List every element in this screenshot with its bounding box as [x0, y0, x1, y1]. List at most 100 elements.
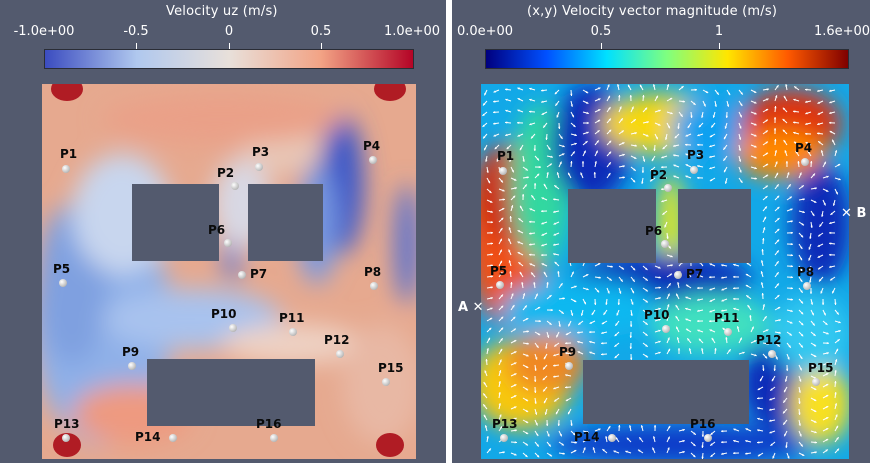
vector-arrowhead [645, 278, 648, 281]
vector-arrowhead [738, 148, 741, 151]
mag-probe-marker [690, 166, 698, 174]
vector-arrowhead [676, 293, 679, 297]
vector-arrowhead [620, 279, 623, 282]
vector-arrowhead [800, 333, 804, 337]
vector-arrowhead [613, 450, 616, 453]
vector-arrowhead [777, 295, 780, 298]
vector-arrowhead [697, 165, 700, 168]
vector-arrowhead [559, 161, 562, 165]
vector-arrowhead [667, 447, 670, 450]
vector-arrowhead [568, 411, 571, 415]
vector-arrowhead [499, 260, 502, 264]
vector-arrowhead [745, 452, 748, 455]
uz-corner-peak [53, 433, 81, 457]
vector-arrowhead [813, 333, 816, 336]
vector-arrowhead [832, 139, 835, 143]
vector-arrowhead [658, 297, 661, 300]
vector-arrowhead [517, 241, 520, 244]
vector-arrowhead [562, 452, 565, 455]
vector-arrowhead [536, 345, 539, 348]
vector-arrowhead [697, 298, 700, 301]
uz-velocity-panel: Velocity uz (m/s) -1.0e+00 -0.5 0 0.5 1.… [0, 0, 446, 463]
vector-arrowhead [746, 295, 749, 298]
vector-arrowhead [665, 137, 668, 140]
vector-arrowhead [775, 95, 778, 98]
vector-arrowhead [760, 378, 763, 382]
vector-arrowhead [829, 242, 832, 245]
vector-arrowhead [618, 425, 621, 428]
vector-arrowhead [529, 123, 532, 126]
vector-arrowhead [631, 106, 634, 109]
vector-arrowhead [818, 267, 821, 270]
vector-arrowhead [597, 119, 601, 123]
vector-arrowhead [548, 444, 551, 447]
vector-arrowhead [776, 85, 779, 88]
vector-arrowhead [733, 451, 736, 455]
vector-arrowhead [733, 439, 736, 443]
vector-arrowhead [711, 125, 714, 128]
vector-arrowhead [769, 431, 772, 434]
vector-arrowhead [580, 313, 584, 316]
vector-arrowhead [805, 142, 809, 145]
vector-arrowhead [574, 142, 577, 146]
vector-arrowhead [514, 406, 517, 409]
vector-arrowhead [591, 312, 594, 315]
vector-arrowhead [518, 218, 521, 221]
uz-corner-peak [51, 84, 83, 101]
vector-arrowhead [826, 175, 829, 178]
vector-arrowhead [693, 443, 696, 446]
vector-arrowhead [514, 362, 517, 365]
vector-arrowhead [510, 205, 514, 208]
vector-arrowhead [799, 379, 802, 382]
uz-tick-mark [229, 43, 230, 49]
vector-arrowhead [761, 293, 764, 296]
vector-arrowhead [645, 333, 648, 336]
vector-arrowhead [777, 344, 780, 347]
vector-arrowhead [835, 414, 838, 417]
vector-arrowhead [776, 261, 779, 264]
vector-arrowhead [740, 103, 743, 106]
vector-arrowhead [802, 198, 805, 201]
vector-arrowhead [790, 254, 793, 257]
mag-colorbar [485, 49, 849, 69]
vector-arrowhead [721, 299, 724, 302]
vector-arrowhead [489, 317, 493, 321]
vector-arrowhead [829, 253, 832, 257]
vector-arrowhead [800, 444, 803, 447]
vector-arrowhead [776, 239, 780, 242]
vector-arrowhead [645, 311, 648, 314]
vector-arrowhead [785, 445, 788, 448]
uz-probe-marker [382, 378, 390, 386]
vector-arrowhead [701, 456, 704, 459]
vector-arrowhead [769, 398, 772, 401]
vector-arrowhead [677, 126, 680, 129]
vector-arrowhead [625, 450, 628, 453]
mag-probe-label: P2 [650, 168, 668, 182]
vector-arrowhead [723, 147, 726, 150]
vector-arrowhead [666, 236, 669, 239]
vector-arrowhead [675, 305, 678, 308]
vector-arrowhead [800, 301, 803, 304]
mag-probe-marker [500, 434, 508, 442]
vector-arrowhead [531, 195, 534, 198]
vector-arrowhead [541, 210, 544, 213]
vector-arrowhead [547, 434, 550, 437]
uz-corner-peak [374, 84, 406, 101]
vector-arrowhead [754, 354, 757, 357]
vector-arrowhead [629, 324, 633, 327]
vector-arrowhead [498, 381, 501, 384]
vector-arrowhead [525, 443, 528, 446]
vector-arrowhead [524, 305, 527, 308]
vector-arrowhead [826, 332, 829, 335]
vector-arrowhead [645, 267, 648, 270]
vector-arrowhead [645, 355, 648, 358]
vector-arrowhead [817, 112, 821, 115]
uz-probe-label: P13 [54, 417, 80, 431]
mag-probe-label: P15 [808, 361, 834, 375]
vector-arrowhead [763, 216, 766, 220]
vector-arrowhead [508, 238, 511, 241]
vector-arrowhead [511, 169, 514, 173]
vector-arrowhead [646, 134, 649, 137]
vector-arrowhead [561, 311, 564, 314]
vector-arrowhead [666, 84, 670, 87]
